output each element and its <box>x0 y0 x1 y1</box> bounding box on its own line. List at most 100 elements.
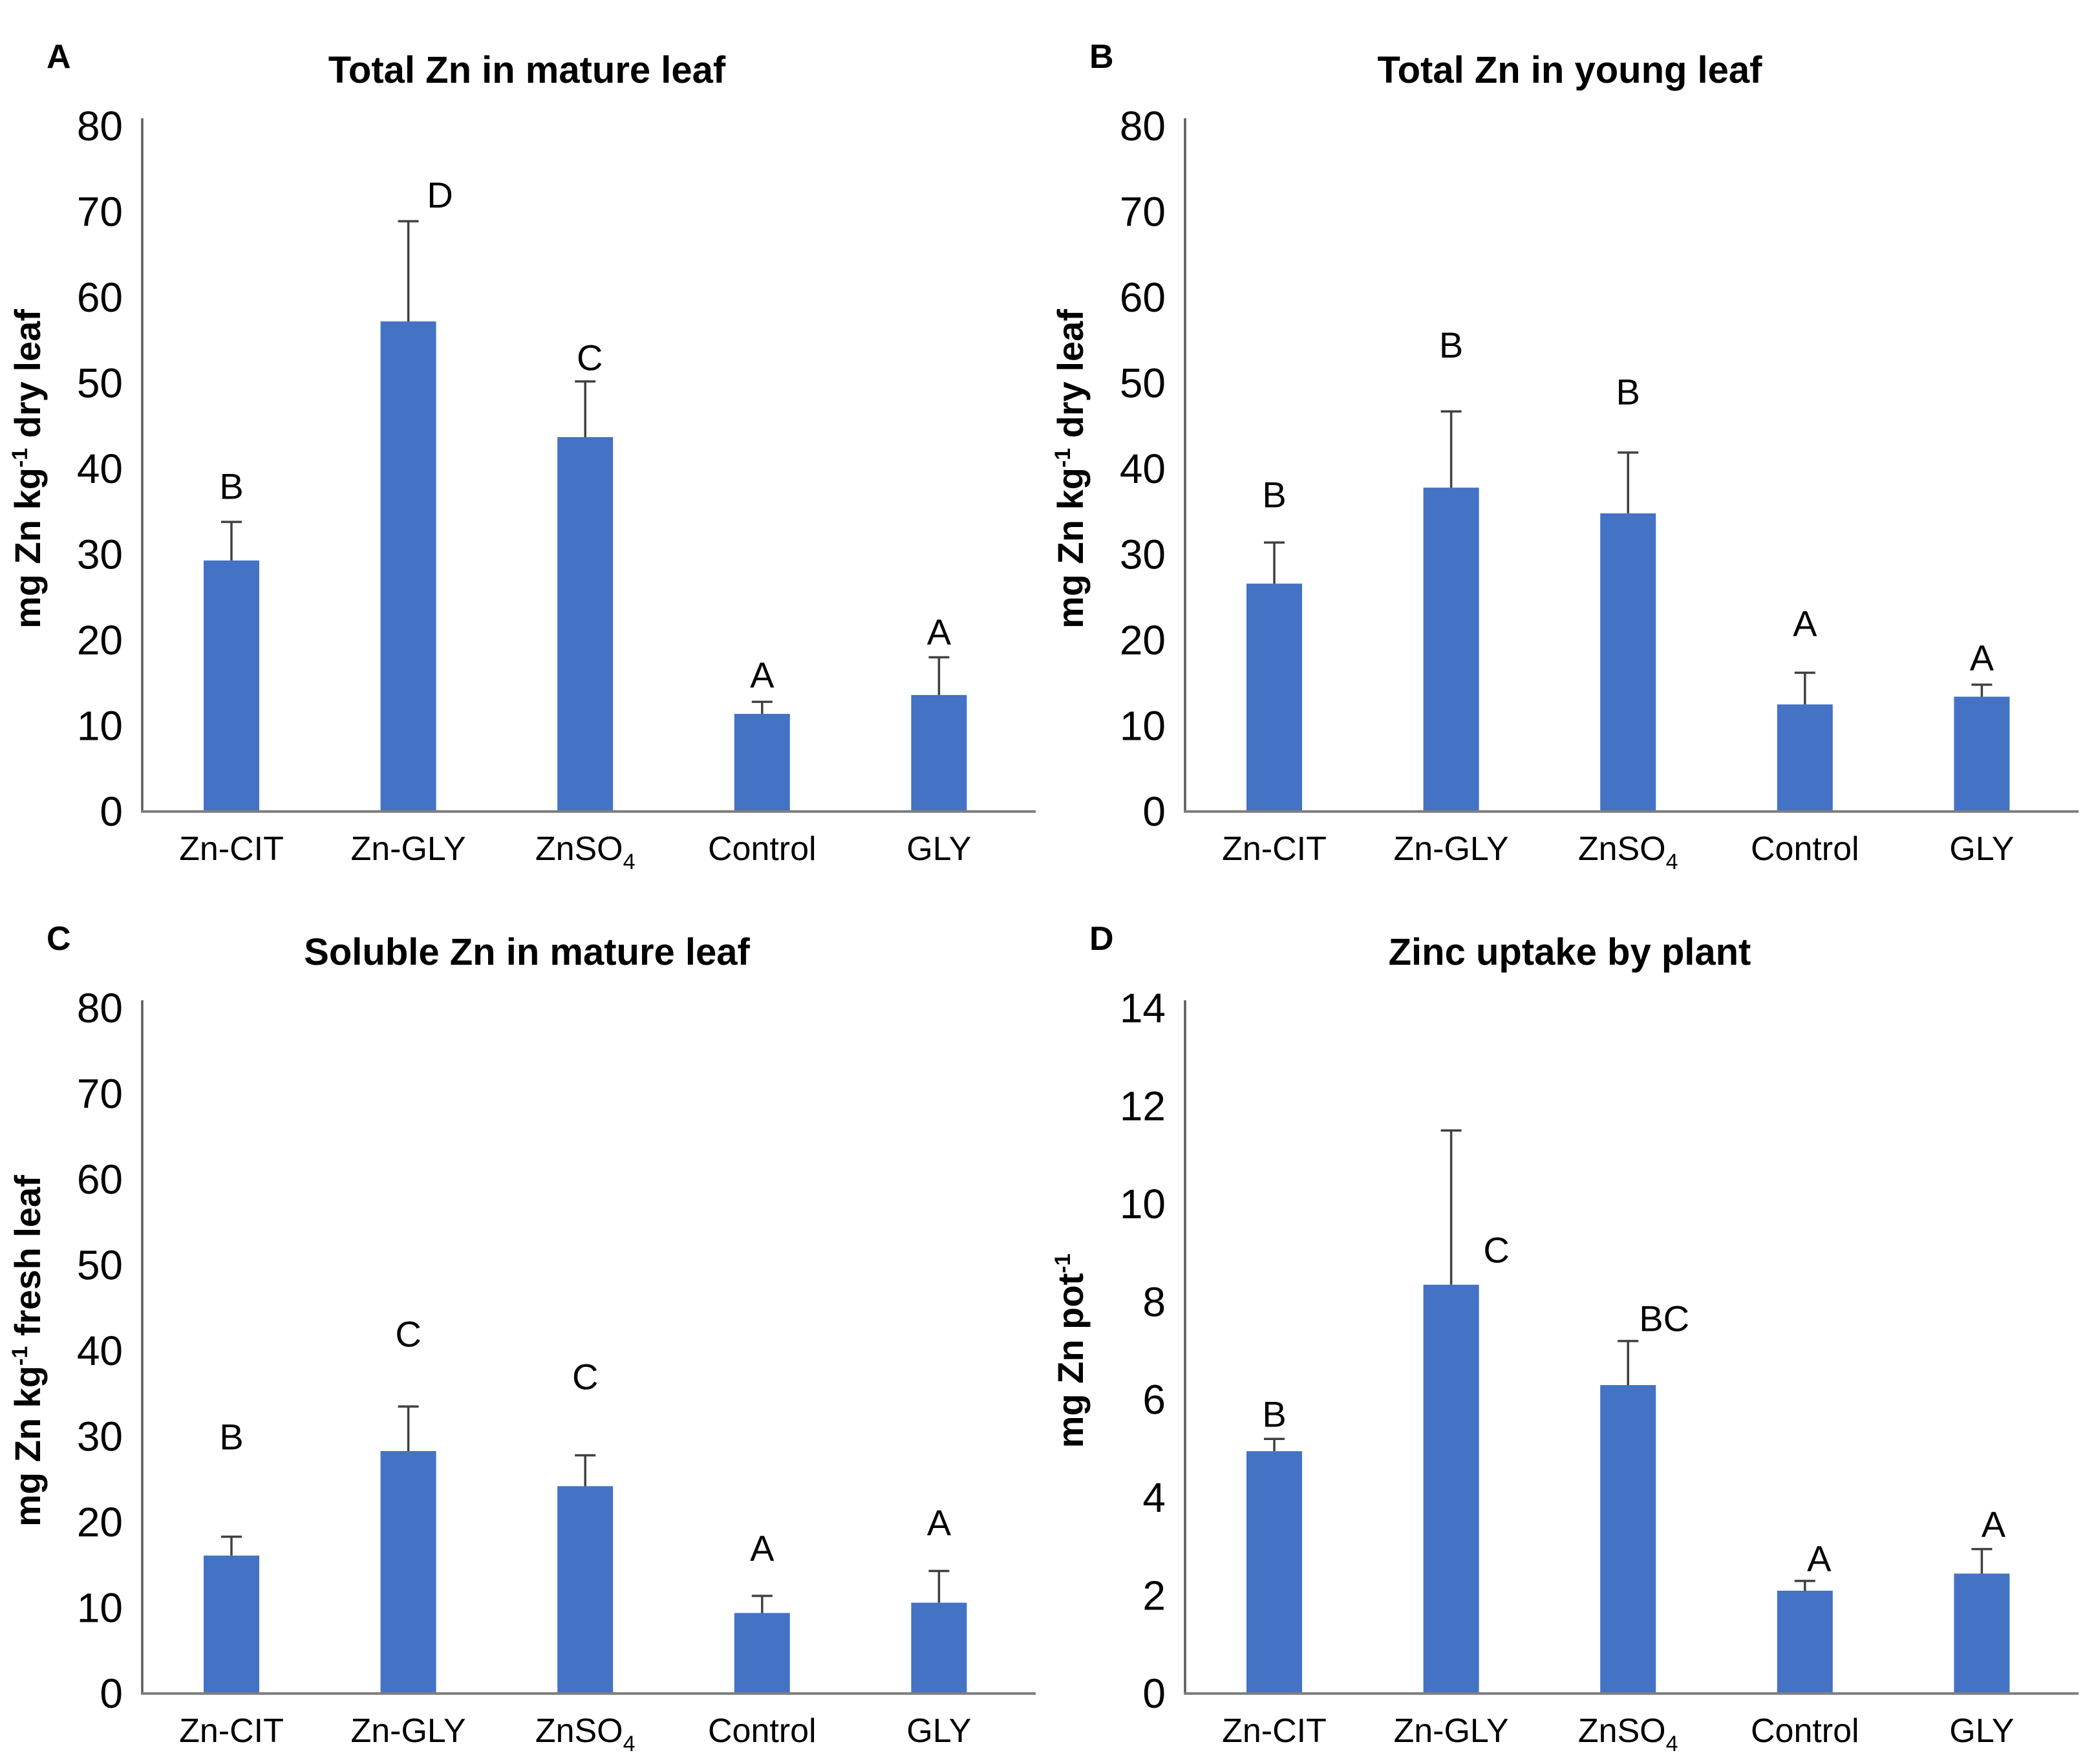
panel-letter: A <box>47 38 71 76</box>
bar-zn-gly <box>1423 1284 1479 1694</box>
bar-zn-cit <box>204 560 259 812</box>
y-tick-label: 80 <box>77 103 123 149</box>
bar-gly <box>1954 696 2010 812</box>
y-tick-label: 70 <box>77 1071 123 1117</box>
significance-letter: A <box>750 654 775 695</box>
y-tick-label: 20 <box>1120 617 1166 663</box>
bar-chart-svg: D Zinc uptake by plant 0 2 4 6 8 10 12 14 mg Zn po… <box>1050 920 2079 1756</box>
x-category-label-gly: GLY <box>1949 830 2014 868</box>
y-tick-label: 10 <box>77 703 123 749</box>
x-category-label-control: Control <box>1751 1712 1859 1750</box>
significance-letter: A <box>927 612 952 652</box>
significance-letter: A <box>927 1502 952 1543</box>
bar-zn-gly <box>380 1451 436 1694</box>
x-category-label-znso4: ZnSO4 <box>535 830 636 874</box>
y-tick-label: 20 <box>77 1499 123 1545</box>
panel-total-zn-mature-leaf: A Total Zn in mature leaf 0 10 20 30 40 50 60 70 8… <box>0 0 1042 882</box>
bar-chart-svg: A Total Zn in mature leaf 0 10 20 30 40 50 60 70 8… <box>7 38 1036 874</box>
bar-znso4 <box>1600 513 1656 812</box>
bar-gly <box>911 1602 967 1694</box>
y-tick-label: 70 <box>77 189 123 235</box>
y-tick-label: 30 <box>77 532 123 578</box>
significance-letter: A <box>750 1528 775 1569</box>
bar-gly <box>1954 1573 2010 1694</box>
bar-chart-svg: C Soluble Zn in mature leaf 0 10 20 30 40 50 60 7… <box>7 920 1036 1756</box>
y-tick-label: 0 <box>1142 1670 1166 1717</box>
significance-letter: A <box>1793 603 1817 643</box>
y-axis-title: mg Zn kg-1 dry leaf <box>1050 309 1091 629</box>
bar-zn-cit <box>1246 583 1302 812</box>
x-category-label-zn-gly: Zn-GLY <box>1393 1712 1508 1750</box>
x-category-label-control: Control <box>708 830 817 868</box>
bar-control <box>734 713 790 812</box>
x-category-label-zn-cit: Zn-CIT <box>1222 1712 1327 1750</box>
bar-control <box>734 1613 790 1694</box>
significance-letter: B <box>219 466 243 506</box>
panel-zinc-uptake-by-plant: D Zinc uptake by plant 0 2 4 6 8 10 12 14 mg Zn po… <box>1043 882 2085 1764</box>
bar-control <box>1777 1591 1833 1694</box>
bar-zn-gly <box>1423 488 1479 812</box>
y-axis-title: mg Zn kg-1 dry leaf <box>7 309 48 629</box>
x-category-label-gly: GLY <box>906 1712 971 1750</box>
significance-letter: B <box>1262 475 1286 515</box>
y-tick-label: 40 <box>77 446 123 492</box>
bar-gly <box>911 694 967 812</box>
panel-letter: C <box>47 920 71 958</box>
y-tick-label: 0 <box>100 788 123 835</box>
x-category-label-zn-gly: Zn-GLY <box>1393 830 1508 868</box>
y-tick-label: 8 <box>1142 1278 1166 1325</box>
x-category-label-gly: GLY <box>906 830 971 868</box>
bar-znso4 <box>557 1486 614 1694</box>
significance-letter: B <box>1616 372 1640 413</box>
significance-letter: C <box>577 338 603 378</box>
y-tick-label: 60 <box>1120 274 1166 321</box>
significance-letter: B <box>1439 325 1463 365</box>
y-tick-label: 60 <box>77 274 123 321</box>
significance-letter: D <box>427 175 453 215</box>
x-category-label-control: Control <box>708 1712 817 1750</box>
significance-letter: B <box>219 1416 243 1457</box>
x-category-label-znso4: ZnSO4 <box>535 1712 636 1756</box>
y-tick-label: 30 <box>77 1414 123 1460</box>
y-tick-label: 60 <box>77 1156 123 1203</box>
significance-letter: C <box>572 1357 598 1397</box>
panel-soluble-zn-mature-leaf: C Soluble Zn in mature leaf 0 10 20 30 40 50 60 7… <box>0 882 1042 1764</box>
x-category-label-zn-cit: Zn-CIT <box>179 830 284 868</box>
panel-total-zn-young-leaf: B Total Zn in young leaf 0 10 20 30 40 50 60 70 80… <box>1043 0 2085 882</box>
x-category-label-znso4: ZnSO4 <box>1578 830 1678 874</box>
chart-title: Zinc uptake by plant <box>1389 931 1751 973</box>
y-axis-title: mg Zn pot-1 <box>1050 1254 1091 1448</box>
bar-zn-gly <box>380 321 436 812</box>
significance-letter: A <box>1982 1504 2006 1545</box>
chart-title: Total Zn in young leaf <box>1377 49 1762 91</box>
chart-title: Total Zn in mature leaf <box>328 49 726 91</box>
y-tick-label: 40 <box>77 1328 123 1374</box>
bar-znso4 <box>1600 1385 1656 1694</box>
x-category-label-znso4: ZnSO4 <box>1578 1712 1678 1756</box>
panel-letter: B <box>1089 38 1114 76</box>
y-tick-label: 10 <box>77 1585 123 1631</box>
y-tick-label: 80 <box>1120 103 1166 149</box>
bar-control <box>1777 704 1833 812</box>
significance-letter: A <box>1970 637 1994 678</box>
y-tick-label: 80 <box>77 985 123 1031</box>
x-category-label-zn-cit: Zn-CIT <box>179 1712 284 1750</box>
y-tick-label: 10 <box>1120 1181 1166 1227</box>
y-tick-label: 4 <box>1142 1474 1166 1521</box>
y-tick-label: 0 <box>1142 788 1166 835</box>
y-tick-label: 6 <box>1142 1377 1166 1423</box>
x-category-label-zn-cit: Zn-CIT <box>1222 830 1327 868</box>
x-category-label-control: Control <box>1751 830 1859 868</box>
y-tick-label: 70 <box>1120 189 1166 235</box>
significance-letter: B <box>1262 1393 1286 1434</box>
x-category-label-zn-gly: Zn-GLY <box>350 1712 465 1750</box>
y-tick-label: 50 <box>77 1242 123 1289</box>
y-tick-label: 12 <box>1120 1082 1166 1129</box>
y-tick-label: 40 <box>1120 446 1166 492</box>
y-tick-label: 20 <box>77 617 123 663</box>
y-axis-title: mg Zn kg-1 fresh leaf <box>7 1175 48 1527</box>
y-tick-label: 14 <box>1120 985 1166 1031</box>
bar-zn-cit <box>1246 1451 1302 1694</box>
x-category-label-gly: GLY <box>1949 1712 2014 1750</box>
